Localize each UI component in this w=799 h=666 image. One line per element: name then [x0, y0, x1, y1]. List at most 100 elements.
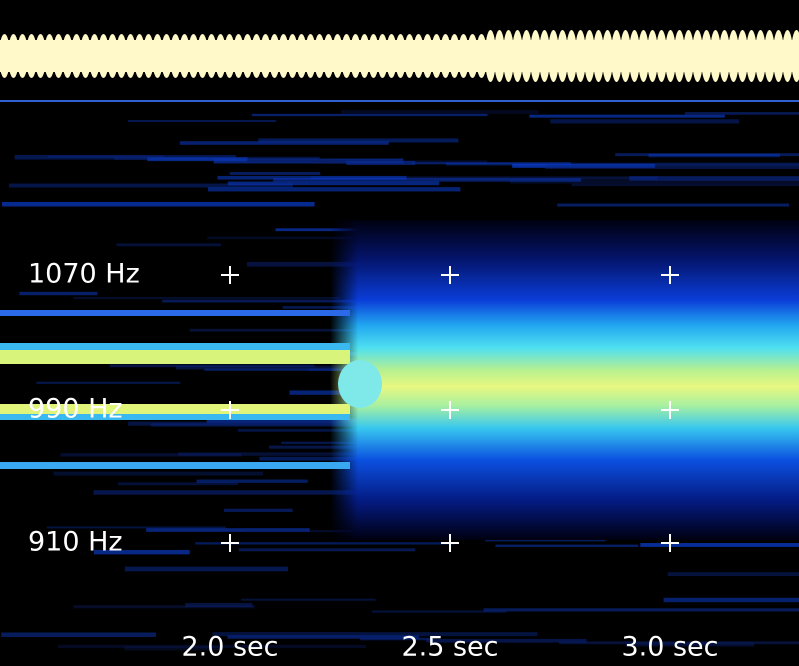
streak — [223, 508, 293, 513]
streak — [178, 452, 372, 456]
tone-glow — [330, 220, 799, 540]
streak — [258, 138, 459, 143]
streak — [663, 597, 799, 603]
waveform-lobe — [422, 34, 433, 78]
streak — [162, 299, 442, 303]
tone-line — [0, 414, 350, 420]
waveform-lobe — [215, 34, 226, 78]
waveform-lobe — [0, 34, 10, 78]
waveform-lobe — [593, 30, 604, 82]
streak — [93, 490, 411, 495]
waveform-lobe — [152, 34, 163, 78]
waveform-lobe — [98, 34, 109, 78]
streak — [238, 548, 416, 552]
streak — [545, 164, 799, 169]
waveform-lobe — [233, 34, 244, 78]
streak — [217, 175, 407, 180]
streak — [571, 183, 799, 187]
waveform-lobe — [755, 30, 766, 82]
waveform-lobe — [143, 34, 154, 78]
waveform-lobe — [548, 30, 559, 82]
streak — [36, 381, 181, 384]
streak — [341, 110, 539, 114]
streak — [93, 549, 190, 555]
waveform-lobe — [80, 34, 91, 78]
waveform-lobe — [53, 34, 64, 78]
waveform-lobe — [494, 30, 505, 82]
streak — [251, 113, 488, 117]
waveform-lobe — [440, 34, 451, 78]
tone-line — [0, 404, 350, 414]
streak — [615, 153, 799, 157]
waveform-lobe — [134, 34, 145, 78]
streak — [550, 119, 739, 124]
streak — [53, 471, 264, 476]
streak — [19, 291, 98, 296]
waveform — [0, 30, 799, 82]
streak — [273, 178, 581, 182]
waveform-lobe — [71, 34, 82, 78]
streak — [58, 644, 366, 649]
streak — [495, 544, 639, 547]
waveform-lobe — [170, 34, 181, 78]
waveform-lobe — [368, 34, 379, 78]
streak — [73, 605, 255, 609]
waveform-lobe — [719, 30, 730, 82]
waveform-lobe — [287, 34, 298, 78]
streak — [268, 445, 356, 449]
tone-line — [0, 350, 350, 364]
tone-line — [0, 462, 350, 469]
waveform-lobe — [449, 34, 460, 78]
waveform-lobe — [35, 34, 46, 78]
waveform-lobe — [665, 30, 676, 82]
streak — [509, 179, 799, 184]
waveform-lobe — [467, 34, 478, 78]
frequency-label: 910 Hz — [28, 527, 123, 558]
streak — [559, 641, 799, 645]
streak — [629, 176, 799, 181]
onset-blob — [338, 360, 382, 408]
streak — [116, 243, 221, 247]
streak — [179, 141, 389, 145]
waveform-lobe — [656, 30, 667, 82]
time-label: 2.5 sec — [401, 632, 498, 663]
streak — [648, 153, 780, 158]
waveform-lobe — [683, 30, 694, 82]
waveform-lobe — [377, 34, 388, 78]
waveform-lobe — [620, 30, 631, 82]
waveform-lobe — [350, 34, 361, 78]
streak — [2, 201, 315, 207]
waveform-lobe — [485, 30, 496, 82]
streak — [127, 119, 277, 123]
waveform-lobe — [278, 34, 289, 78]
streak — [241, 598, 376, 601]
frequency-label: 1070 Hz — [28, 259, 140, 290]
waveform-lobe — [701, 30, 712, 82]
waveform-lobe — [8, 34, 19, 78]
tone-line — [0, 310, 350, 316]
waveform-lobe — [692, 30, 703, 82]
waveform-lobe — [431, 34, 442, 78]
waveform-lobe — [242, 34, 253, 78]
waveform-lobe — [746, 30, 757, 82]
waveform-lobe — [44, 34, 55, 78]
waveform-lobe — [62, 34, 73, 78]
streak — [640, 543, 799, 547]
time-label: 3.0 sec — [621, 632, 718, 663]
streak — [625, 642, 755, 647]
waveform-lobe — [197, 34, 208, 78]
streak — [483, 608, 799, 612]
labels: 1070 Hz 990 Hz 910 Hz 2.0 sec 2.5 sec 3.… — [28, 259, 719, 663]
streak — [346, 160, 416, 166]
streak — [246, 159, 332, 162]
streak — [189, 328, 427, 332]
waveform-lobe — [791, 30, 799, 82]
streak — [124, 646, 222, 651]
waveform-lobe — [260, 34, 271, 78]
waveform-lobe — [512, 30, 523, 82]
streak — [229, 171, 321, 175]
waveform-lobe — [764, 30, 775, 82]
waveform-lobe — [611, 30, 622, 82]
